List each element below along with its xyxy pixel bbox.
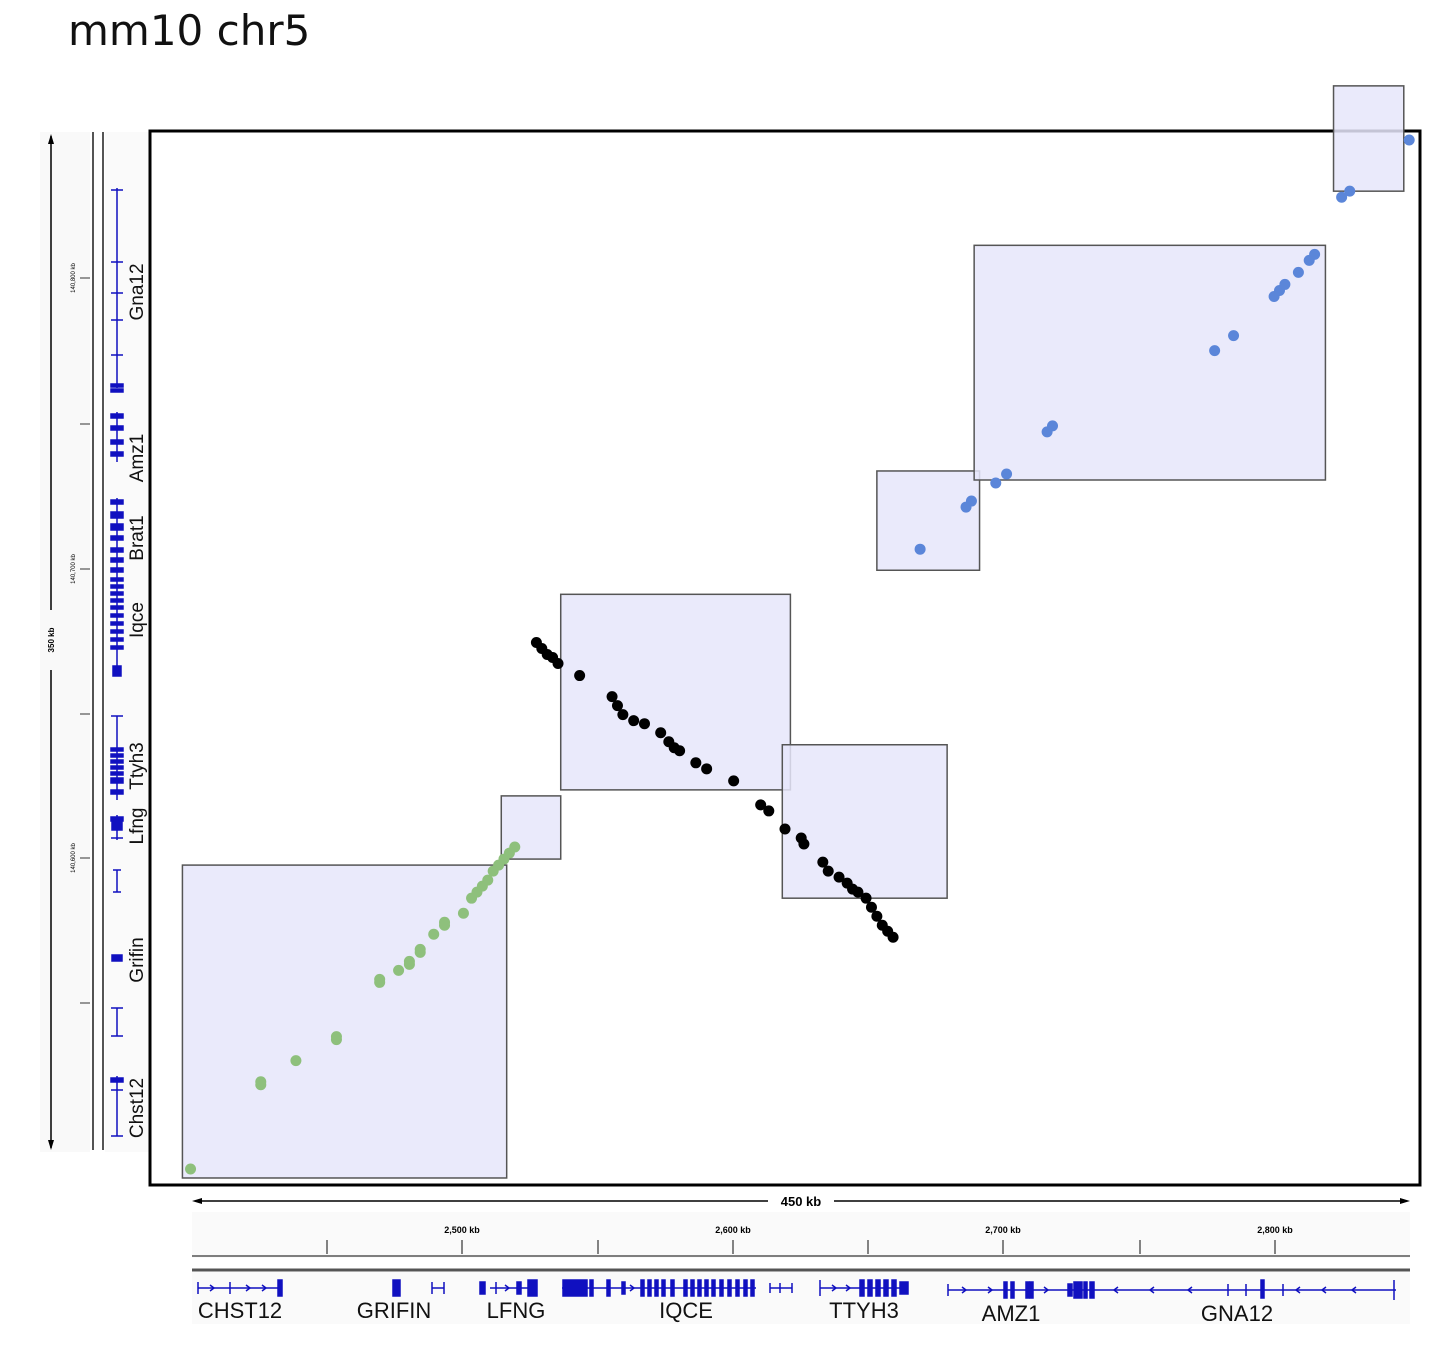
alignment-point-2-21 bbox=[779, 823, 791, 835]
vertical-tick-label-2: 140,700 kb bbox=[71, 553, 77, 583]
horizontal-span-label-bg bbox=[768, 1192, 834, 1210]
alignment-point-2-26 bbox=[833, 871, 845, 883]
alignment-point-3-3 bbox=[965, 495, 977, 507]
domain-box-1 bbox=[181, 864, 508, 1179]
horizontal-tick-label-1: 2,500 kb bbox=[444, 1225, 480, 1235]
alignment-point-2-16 bbox=[690, 757, 702, 769]
alignment-point-3-5 bbox=[1001, 468, 1013, 480]
horizontal-gene-label-lfng: LFNG bbox=[487, 1298, 546, 1323]
vertical-gene-label-grifin: Grifin bbox=[127, 937, 148, 982]
vertical-span-arrow-bottom bbox=[48, 1140, 54, 1150]
vertical-gene-label-iqce: Iqce bbox=[127, 602, 148, 638]
horizontal-span-label: 450 kb bbox=[781, 1194, 822, 1209]
alignment-point-3-16 bbox=[1336, 191, 1348, 203]
alignment-point-2-30 bbox=[860, 892, 872, 904]
alignment-point-2-35 bbox=[887, 931, 899, 943]
domain-box-6 bbox=[973, 244, 1327, 481]
domain-box-4 bbox=[781, 743, 948, 899]
alignment-point-3-7 bbox=[1047, 420, 1059, 432]
alignment-point-1-8 bbox=[374, 973, 386, 985]
alignment-points bbox=[185, 134, 1415, 1175]
horizontal-gene-track bbox=[197, 1279, 1396, 1300]
alignment-point-2-32 bbox=[871, 910, 883, 922]
vertical-gene-label-ttyh3: Ttyh3 bbox=[127, 742, 148, 790]
vertical-tick-label-3: 140,600 kb bbox=[71, 842, 77, 872]
alignment-point-1-16 bbox=[439, 916, 451, 928]
horizontal-gene-label-iqce: IQCE bbox=[659, 1298, 713, 1323]
alignment-point-3-17 bbox=[1344, 185, 1356, 197]
vertical-gene-label-brat1: Brat1 bbox=[127, 515, 148, 560]
alignment-point-1-11 bbox=[403, 955, 415, 967]
alignment-point-3-18 bbox=[1403, 134, 1415, 146]
alignment-point-2-5 bbox=[552, 658, 564, 670]
alignment-point-1-3 bbox=[255, 1076, 267, 1088]
alignment-point-1-4 bbox=[290, 1055, 302, 1067]
horizontal-tick-label-4: 2,800 kb bbox=[1257, 1225, 1293, 1235]
vertical-gene-label-chst12: Chst12 bbox=[127, 1078, 148, 1138]
vertical-tick-label-1: 140,800 kb bbox=[71, 262, 77, 292]
horizontal-gene-label-amz1: AMZ1 bbox=[982, 1301, 1041, 1326]
alignment-point-2-29 bbox=[852, 886, 864, 898]
alignment-point-2-24 bbox=[817, 856, 829, 868]
vertical-gene-labels: Gna12 Amz1 Brat1 Iqce Ttyh3 Lfng Grifin Chst12 bbox=[127, 263, 148, 1138]
alignment-point-3-4 bbox=[990, 477, 1002, 489]
horizontal-ruler-ticks: 2,500 kb 2,600 kb 2,700 kb 2,800 kb bbox=[326, 1225, 1293, 1254]
vertical-gene-label-gna12: Gna12 bbox=[127, 263, 148, 320]
horizontal-ruler-panel bbox=[192, 1212, 1410, 1258]
domain-boxes bbox=[181, 85, 1405, 1179]
domain-box-5 bbox=[876, 470, 981, 572]
horizontal-gene-label-grifin: GRIFIN bbox=[357, 1298, 432, 1323]
vertical-gene-track-panel bbox=[105, 132, 149, 1152]
alignment-point-2-10 bbox=[628, 715, 640, 727]
alignment-point-3-15 bbox=[1309, 248, 1321, 260]
vertical-span-label: 350 kb bbox=[47, 627, 56, 652]
horizontal-tick-label-3: 2,700 kb bbox=[985, 1225, 1021, 1235]
alignment-point-1-6 bbox=[330, 1031, 342, 1043]
horizontal-gene-label-chst12: CHST12 bbox=[198, 1298, 282, 1323]
alignment-point-2-18 bbox=[728, 775, 740, 787]
alignment-point-2-6 bbox=[574, 670, 586, 682]
alignment-point-1-14 bbox=[428, 928, 440, 940]
horizontal-gene-label-ttyh3: TTYH3 bbox=[829, 1298, 899, 1323]
alignment-point-1-13 bbox=[414, 943, 426, 955]
alignment-point-2-31 bbox=[865, 901, 877, 913]
alignment-point-2-23 bbox=[798, 838, 810, 850]
alignment-point-2-17 bbox=[701, 763, 713, 775]
horizontal-gene-labels: CHST12 GRIFIN LFNG IQCE TTYH3 AMZ1 GNA12 bbox=[198, 1298, 1273, 1326]
horizontal-span-arrow-right bbox=[1400, 1198, 1410, 1204]
alignment-point-2-19 bbox=[755, 799, 767, 811]
domain-box-7 bbox=[1332, 85, 1405, 192]
domain-box-3 bbox=[559, 593, 792, 791]
alignment-point-3-12 bbox=[1279, 278, 1291, 290]
alignment-point-2-7 bbox=[606, 691, 618, 703]
alignment-point-1-1 bbox=[185, 1163, 197, 1175]
alignment-point-3-9 bbox=[1228, 330, 1240, 342]
alignment-point-1-9 bbox=[393, 964, 405, 976]
horizontal-gene-label-gna12: GNA12 bbox=[1201, 1301, 1273, 1326]
alignment-point-1-21 bbox=[482, 874, 494, 886]
vertical-ruler-ticks: 140,800 kb 140,700 kb 140,600 kb bbox=[71, 262, 90, 1004]
alignment-point-3-8 bbox=[1209, 345, 1221, 357]
page-title: mm10 chr5 bbox=[68, 6, 311, 55]
horizontal-tick-label-2: 2,600 kb bbox=[715, 1225, 751, 1235]
alignment-point-1-17 bbox=[457, 907, 469, 919]
alignment-point-3-1 bbox=[914, 543, 926, 555]
alignment-point-2-12 bbox=[655, 727, 667, 739]
vertical-gene-track bbox=[110, 188, 124, 1137]
vertical-gene-label-lfng: Lfng bbox=[127, 808, 148, 845]
alignment-point-2-15 bbox=[674, 745, 686, 757]
vertical-gene-label-amz1: Amz1 bbox=[127, 434, 148, 483]
alignment-point-2-9 bbox=[617, 709, 629, 721]
alignment-point-2-20 bbox=[763, 805, 775, 817]
alignment-point-2-11 bbox=[638, 718, 650, 730]
vertical-span-arrow-top bbox=[48, 134, 54, 144]
vertical-span-label-bg bbox=[44, 610, 58, 670]
alignment-point-1-26 bbox=[509, 841, 521, 853]
alignment-point-2-25 bbox=[822, 865, 834, 877]
alignment-point-2-8 bbox=[611, 700, 623, 712]
horizontal-span-arrow-left bbox=[192, 1198, 202, 1204]
alignment-point-3-13 bbox=[1292, 266, 1304, 278]
